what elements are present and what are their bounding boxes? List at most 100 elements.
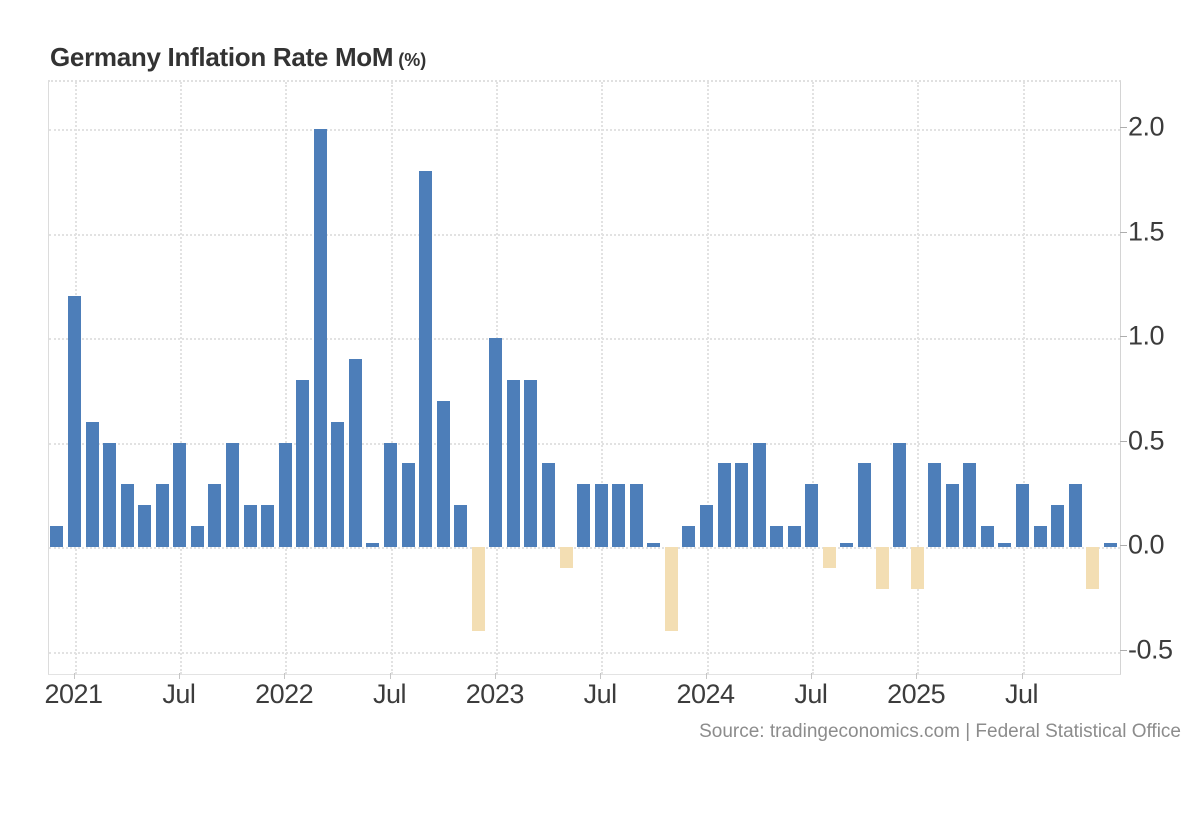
vertical-gridline-2025-07 — [1022, 82, 1025, 674]
bar-2024-02[interactable] — [717, 463, 731, 547]
bar-2025-06[interactable] — [998, 543, 1012, 547]
vertical-gridline-2024-07 — [811, 82, 814, 674]
bar-2022-08[interactable] — [401, 463, 415, 547]
x-axis-label-2025-07: Jul — [1004, 679, 1039, 709]
bar-2025-12[interactable] — [1103, 543, 1117, 547]
horizontal-gridline-0.5 — [49, 442, 1120, 445]
bar-2022-02[interactable] — [296, 379, 310, 547]
x-axis-tick — [1021, 673, 1023, 679]
x-axis-label-2023-07: Jul — [583, 679, 618, 709]
bar-2025-09[interactable] — [1051, 505, 1065, 547]
bar-2022-12[interactable] — [471, 547, 485, 631]
bar-2021-09[interactable] — [208, 484, 222, 547]
bar-2024-05[interactable] — [770, 526, 784, 547]
bar-2023-12[interactable] — [682, 526, 696, 547]
x-axis-label-2025-01: 2025 — [887, 679, 946, 709]
bar-2024-12[interactable] — [893, 442, 907, 547]
x-axis-tick — [284, 673, 286, 679]
bar-2023-01[interactable] — [489, 338, 503, 547]
bar-2021-12[interactable] — [261, 505, 275, 547]
x-axis-tick — [73, 673, 75, 679]
bar-2024-03[interactable] — [735, 463, 749, 547]
bar-2023-06[interactable] — [577, 484, 591, 547]
bar-2024-04[interactable] — [752, 442, 766, 547]
y-axis-tick — [1120, 336, 1127, 337]
bar-2021-04[interactable] — [120, 484, 134, 547]
bar-2021-01[interactable] — [68, 296, 81, 547]
bar-2024-07[interactable] — [805, 484, 819, 547]
vertical-gridline-2021-07 — [179, 82, 182, 674]
x-axis-tick — [916, 673, 918, 679]
bar-2025-10[interactable] — [1068, 484, 1082, 547]
bar-2025-05[interactable] — [980, 526, 994, 547]
bar-2023-07[interactable] — [594, 484, 608, 547]
vertical-gridline-2024-01 — [706, 82, 709, 674]
bar-2023-05[interactable] — [559, 547, 573, 568]
source-text: Source: tradingeconomics.com | Federal S… — [699, 721, 1181, 742]
bar-2024-06[interactable] — [787, 526, 801, 547]
y-axis-tick — [1120, 545, 1127, 546]
horizontal-gridline-1.0 — [49, 338, 1120, 340]
bar-2022-11[interactable] — [454, 505, 468, 547]
y-axis-label-0.5: 0.5 — [1128, 425, 1165, 455]
bar-2022-05[interactable] — [348, 358, 362, 547]
bar-2023-10[interactable] — [647, 543, 661, 547]
bar-2025-02[interactable] — [928, 463, 942, 547]
bar-2023-02[interactable] — [506, 379, 520, 547]
x-axis-label-2024-01: 2024 — [676, 679, 735, 709]
bar-2024-08[interactable] — [822, 547, 836, 568]
vertical-gridline-2022-07 — [390, 82, 393, 674]
chart-title-row: Germany Inflation Rate MoM (%) — [50, 42, 426, 73]
bar-2022-06[interactable] — [366, 543, 380, 547]
bar-2025-11[interactable] — [1086, 547, 1100, 589]
bar-2025-01[interactable] — [910, 547, 924, 589]
bar-2025-08[interactable] — [1033, 526, 1047, 547]
bar-2025-04[interactable] — [963, 463, 977, 547]
bar-2023-08[interactable] — [612, 484, 626, 547]
bar-2023-09[interactable] — [629, 484, 643, 547]
vertical-gridline-2025-01 — [917, 82, 920, 674]
bar-2022-07[interactable] — [384, 442, 397, 547]
bar-2024-09[interactable] — [840, 543, 854, 547]
bar-2021-08[interactable] — [190, 526, 204, 547]
bar-2024-10[interactable] — [858, 463, 871, 547]
horizontal-gridline-1.5 — [49, 233, 1120, 236]
bar-2023-03[interactable] — [524, 379, 538, 547]
y-axis-label-1.0: 1.0 — [1128, 320, 1165, 351]
bar-2022-01[interactable] — [278, 442, 292, 547]
y-axis-label-0.0: 0.0 — [1128, 529, 1165, 560]
vertical-gridline-2022-01 — [285, 82, 288, 674]
chart-title: Germany Inflation Rate MoM — [50, 42, 394, 72]
bar-2022-10[interactable] — [436, 400, 450, 547]
y-axis-label-1.5: 1.5 — [1128, 216, 1165, 246]
bar-2025-03[interactable] — [945, 484, 959, 547]
x-axis-tick — [389, 673, 391, 679]
x-axis-tick — [705, 673, 707, 679]
bar-2024-01[interactable] — [700, 505, 713, 547]
x-axis-tick — [810, 673, 812, 679]
x-axis-label-2024-07: Jul — [794, 679, 828, 709]
bar-2024-11[interactable] — [875, 547, 889, 589]
bar-2023-04[interactable] — [542, 463, 555, 547]
x-axis-label-2023-01: 2023 — [465, 679, 525, 709]
bar-2021-06[interactable] — [155, 484, 169, 547]
bar-2022-09[interactable] — [419, 170, 433, 547]
bar-2021-03[interactable] — [103, 442, 117, 547]
bar-2022-04[interactable] — [331, 421, 345, 547]
y-axis-tick — [1120, 440, 1127, 442]
bar-2021-10[interactable] — [226, 442, 239, 547]
bar-2022-03[interactable] — [313, 129, 327, 547]
plot-area[interactable] — [48, 80, 1121, 675]
y-axis-tick — [1120, 649, 1127, 651]
bar-2023-11[interactable] — [664, 547, 678, 631]
bar-2021-11[interactable] — [243, 505, 257, 547]
bar-2021-05[interactable] — [138, 505, 152, 547]
bar-2025-07[interactable] — [1016, 484, 1029, 547]
bar-2021-07[interactable] — [173, 442, 187, 547]
x-axis-label-2021-07: Jul — [162, 679, 196, 709]
bar-2021-02[interactable] — [85, 421, 99, 547]
horizontal-gridline--0.5 — [49, 651, 1120, 654]
x-axis-label-2022-01: 2022 — [255, 679, 314, 709]
bar-2020-12[interactable] — [50, 526, 64, 547]
x-axis-label-2021-01: 2021 — [44, 679, 103, 709]
